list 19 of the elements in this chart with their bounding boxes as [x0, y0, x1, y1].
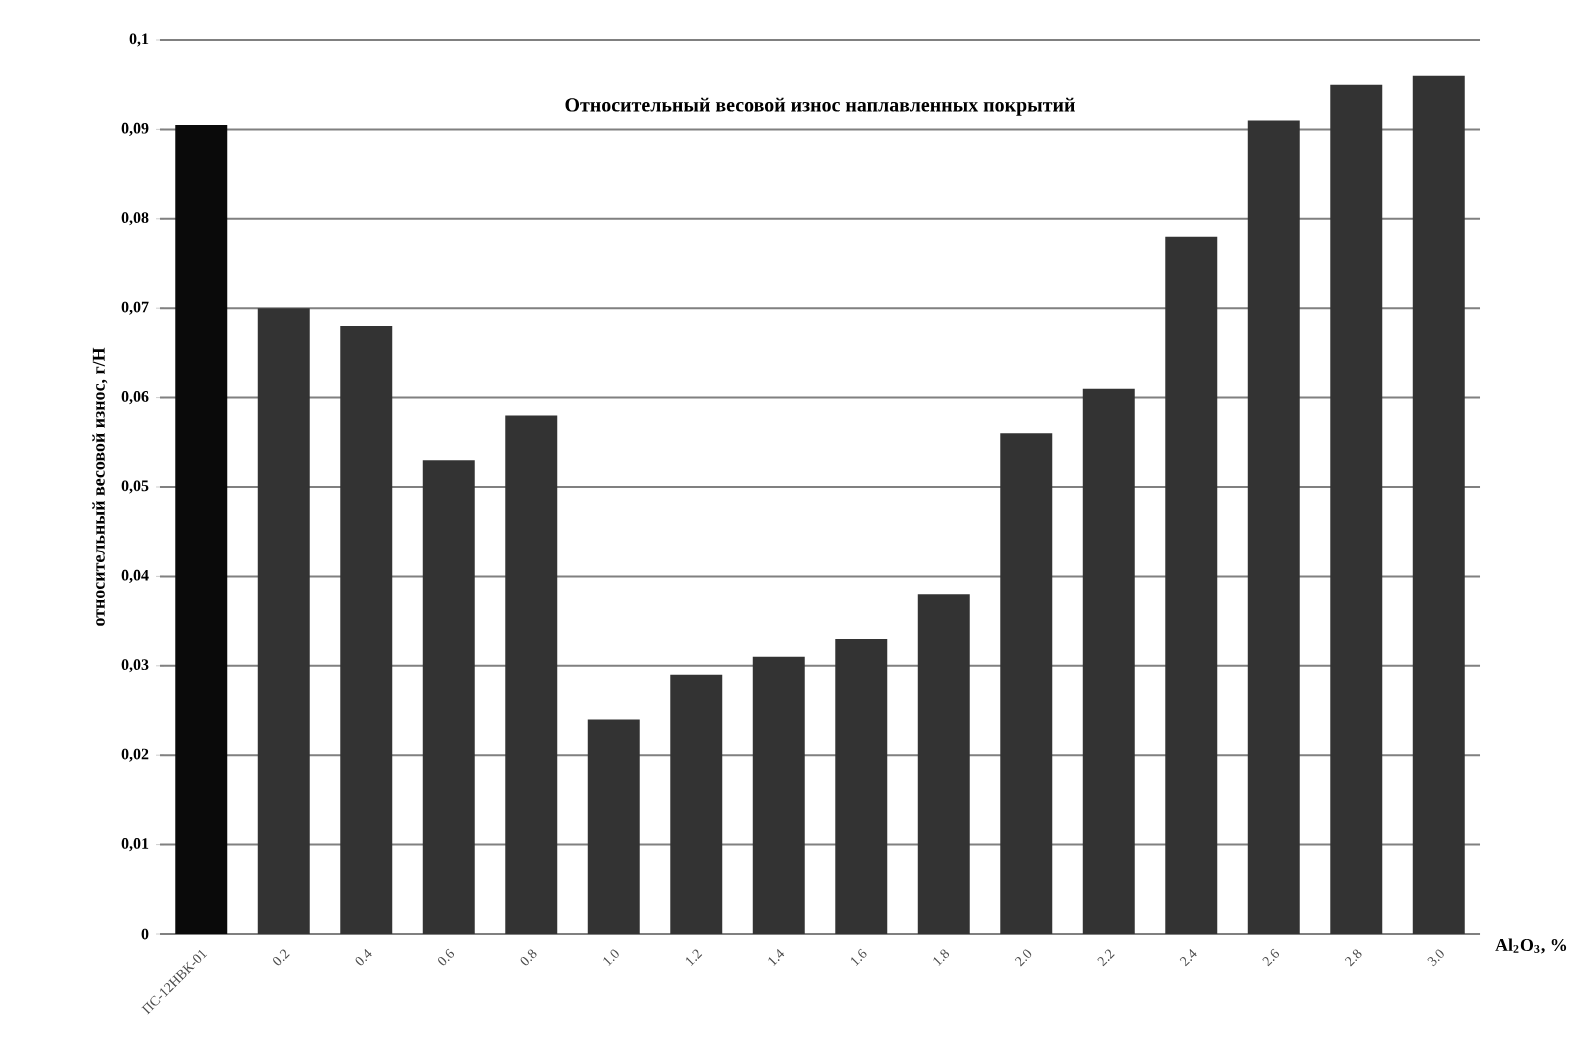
- bar: [1330, 84, 1383, 934]
- bar: [422, 460, 475, 934]
- bar: [587, 719, 640, 934]
- bar: [1247, 120, 1300, 934]
- bar: [340, 326, 393, 934]
- bar: [505, 415, 558, 934]
- bar: [1000, 433, 1053, 934]
- text: Относительный весовой износ наплавленных покрытий: [565, 97, 1075, 116]
- bar: [1165, 236, 1218, 934]
- bar: [835, 638, 888, 934]
- bar: [257, 308, 310, 934]
- bar: [670, 674, 723, 934]
- y-axis-title: относительный весовой износ, г/Н: [92, 347, 108, 626]
- bar: [1412, 75, 1465, 934]
- bar: [917, 594, 970, 934]
- bar: [752, 656, 805, 934]
- bar: [175, 124, 228, 934]
- bar: [1082, 388, 1135, 934]
- x-axis-title: Al$_{2}$O$_{3}$, %: [1495, 938, 1567, 954]
